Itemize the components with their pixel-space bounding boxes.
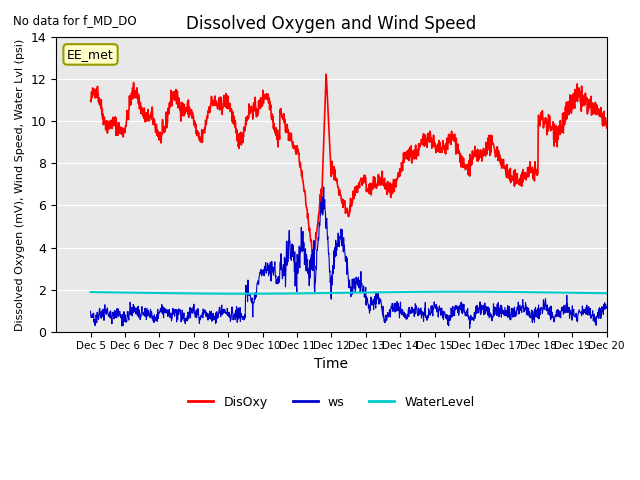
ws (316, 210, 324, 216)
WaterLevel (239, 291, 246, 297)
ws (320, 184, 328, 190)
WaterLevel (306, 290, 314, 296)
DisOxy (87, 98, 95, 104)
WaterLevel (603, 290, 611, 296)
WaterLevel (148, 290, 156, 296)
WaterLevel (326, 290, 333, 296)
Title: Dissolved Oxygen and Wind Speed: Dissolved Oxygen and Wind Speed (186, 15, 477, 33)
WaterLevel (455, 289, 463, 295)
ws (127, 309, 134, 314)
X-axis label: Time: Time (314, 357, 348, 371)
DisOxy (317, 202, 324, 207)
WaterLevel (87, 289, 95, 295)
DisOxy (323, 72, 330, 77)
ws (466, 325, 474, 331)
Y-axis label: Dissolved Oxygen (mV), Wind Speed, Water Lvl (psi): Dissolved Oxygen (mV), Wind Speed, Water… (15, 38, 25, 331)
Line: ws: ws (91, 187, 607, 328)
WaterLevel (127, 290, 134, 296)
WaterLevel (317, 290, 324, 296)
ws (306, 276, 314, 281)
Line: DisOxy: DisOxy (91, 74, 607, 263)
ws (148, 309, 156, 314)
ws (87, 308, 95, 314)
Line: WaterLevel: WaterLevel (91, 292, 607, 294)
DisOxy (381, 184, 389, 190)
ws (603, 304, 611, 310)
Text: No data for f_MD_DO: No data for f_MD_DO (13, 14, 136, 27)
Legend: DisOxy, ws, WaterLevel: DisOxy, ws, WaterLevel (183, 391, 479, 414)
ws (381, 317, 388, 323)
DisOxy (310, 260, 318, 265)
Text: EE_met: EE_met (67, 48, 114, 61)
ws (326, 268, 333, 274)
DisOxy (306, 226, 314, 231)
DisOxy (148, 109, 156, 115)
DisOxy (127, 98, 134, 104)
WaterLevel (381, 289, 388, 295)
DisOxy (603, 125, 611, 131)
DisOxy (326, 153, 334, 158)
